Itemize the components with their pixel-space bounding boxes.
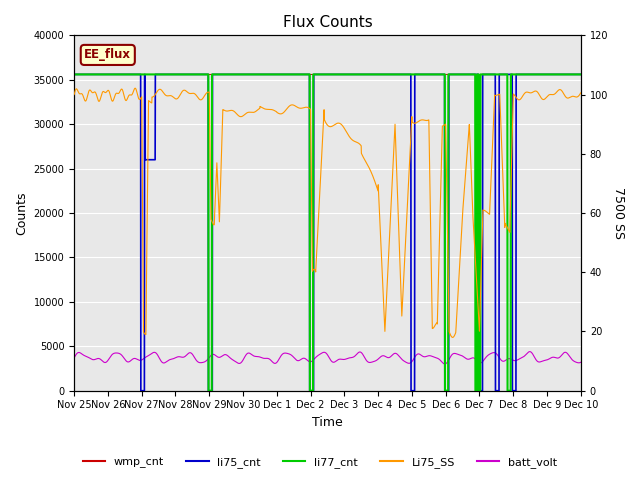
X-axis label: Time: Time [312,416,343,429]
Y-axis label: 7500 SS: 7500 SS [612,187,625,239]
Legend: wmp_cnt, li75_cnt, li77_cnt, Li75_SS, batt_volt: wmp_cnt, li75_cnt, li77_cnt, Li75_SS, ba… [78,452,562,472]
Y-axis label: Counts: Counts [15,191,28,235]
Text: EE_flux: EE_flux [84,48,131,61]
Title: Flux Counts: Flux Counts [283,15,372,30]
